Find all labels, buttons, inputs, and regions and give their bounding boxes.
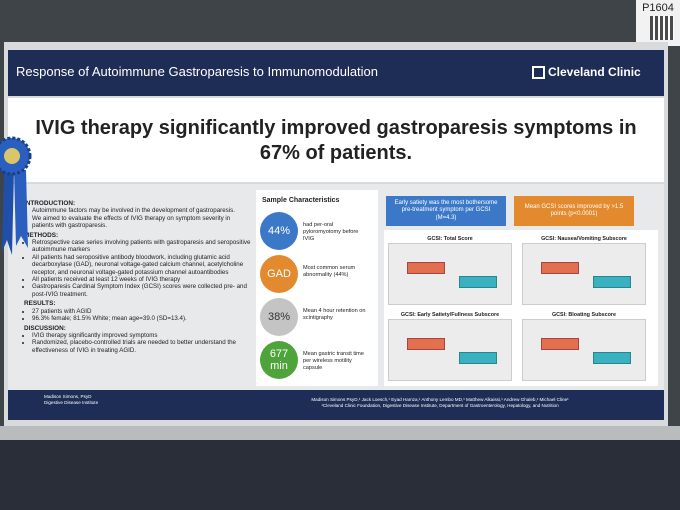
box-post	[593, 276, 631, 288]
section-heading: DISCUSSION:	[24, 324, 66, 332]
plot-title: GCSI: Nausea/Vomiting Subscore	[541, 236, 627, 242]
ribbon-tail	[2, 170, 14, 255]
header-band	[8, 50, 664, 96]
stat-text: Most common serum abnormality (44%)	[303, 265, 356, 278]
rail	[0, 426, 680, 444]
box-post	[459, 352, 497, 364]
stat-text: Mean gastric transit time per wireless m…	[303, 351, 364, 371]
contact-line: Digestive Disease Institute	[44, 400, 99, 405]
box-post	[593, 352, 631, 364]
list-item: We aimed to evaluate the effects of IVIG…	[32, 215, 252, 230]
list-item: Randomized, placebo-controlled trials ar…	[32, 339, 252, 354]
stat-circle: GAD	[260, 255, 298, 293]
authors: Madison Simons PsyD,¹ Jack Loesch,¹ Eyad…	[250, 397, 630, 409]
box-post	[459, 276, 497, 288]
plot-title: GCSI: Early Satiety/Fullness Subscore	[400, 312, 500, 318]
plot-area	[522, 243, 646, 305]
footer-band	[8, 390, 664, 420]
stat-circle: 44%	[260, 212, 298, 250]
section-heading: INTRODUCTION:	[24, 200, 76, 207]
box-pre	[541, 338, 579, 350]
text-column: INTRODUCTION:Autoimmune factors may be i…	[24, 198, 252, 354]
headline-box	[8, 98, 664, 182]
section-heading: METHODS:	[24, 231, 59, 239]
list-item: Gastroparesis Cardinal Symptom Index (GC…	[32, 283, 252, 298]
section-list: 27 patients with AGID96.3% female; 81.5%…	[24, 308, 252, 323]
ribbon	[0, 136, 32, 255]
qr-code	[650, 16, 674, 40]
box-pre	[407, 338, 445, 350]
carpet	[0, 440, 680, 510]
logo: Cleveland Clinic	[548, 65, 641, 79]
plot-title: GCSI: Bloating Subscore	[551, 312, 617, 318]
box-pre	[407, 262, 445, 274]
contact: Madison Simons, PsyD Digestive Disease In…	[44, 394, 98, 406]
stat-circle: 38%	[260, 298, 298, 336]
list-item: Autoimmune factors may be involved in th…	[32, 207, 252, 214]
rosette-center	[4, 148, 20, 164]
section-list: IVIG therapy significantly improved symp…	[24, 332, 252, 354]
sample-title: Sample Characteristics	[262, 197, 340, 204]
callout: Mean GCSI scores improved by >1.5 points…	[514, 196, 634, 226]
list-item: All patients received at least 12 weeks …	[32, 276, 252, 283]
logo-mark	[532, 66, 545, 79]
plot-title: GCSI: Total Score	[427, 236, 473, 242]
section-list: Autoimmune factors may be involved in th…	[24, 207, 252, 229]
plot-area	[388, 243, 512, 305]
callout: Early satiety was the most bothersome pr…	[386, 196, 506, 226]
stat-text: Mean 4 hour retention on scintigraphy	[303, 308, 366, 321]
list-item: All patients had seropositive antibody b…	[32, 254, 252, 276]
author-list: Madison Simons PsyD,¹ Jack Loesch,¹ Eyad…	[311, 397, 569, 402]
section-list: Retrospective case series involving pati…	[24, 239, 252, 298]
plot-area	[522, 319, 646, 381]
headline: IVIG therapy significantly improved gast…	[35, 117, 637, 164]
list-item: IVIG therapy significantly improved symp…	[32, 332, 252, 339]
section-heading: RESULTS:	[24, 300, 56, 308]
box-pre	[541, 262, 579, 274]
list-item: 27 patients with AGID	[32, 308, 252, 315]
list-item: 96.3% female; 81.5% White; mean age=39.0…	[32, 315, 252, 322]
stat-circle: 677 min	[260, 341, 298, 379]
contact-line: Madison Simons, PsyD	[44, 394, 92, 399]
list-item: Retrospective case series involving pati…	[32, 239, 252, 254]
poster-title: Response of Autoimmune Gastroparesis to …	[16, 64, 379, 79]
plot-area	[388, 319, 512, 381]
stat-text: had per-oral pyloromyotomy before IVIG	[303, 222, 359, 242]
affiliation: ¹Cleveland Clinic Foundation, Digestive …	[321, 403, 559, 408]
ribbon-tail	[14, 170, 28, 248]
